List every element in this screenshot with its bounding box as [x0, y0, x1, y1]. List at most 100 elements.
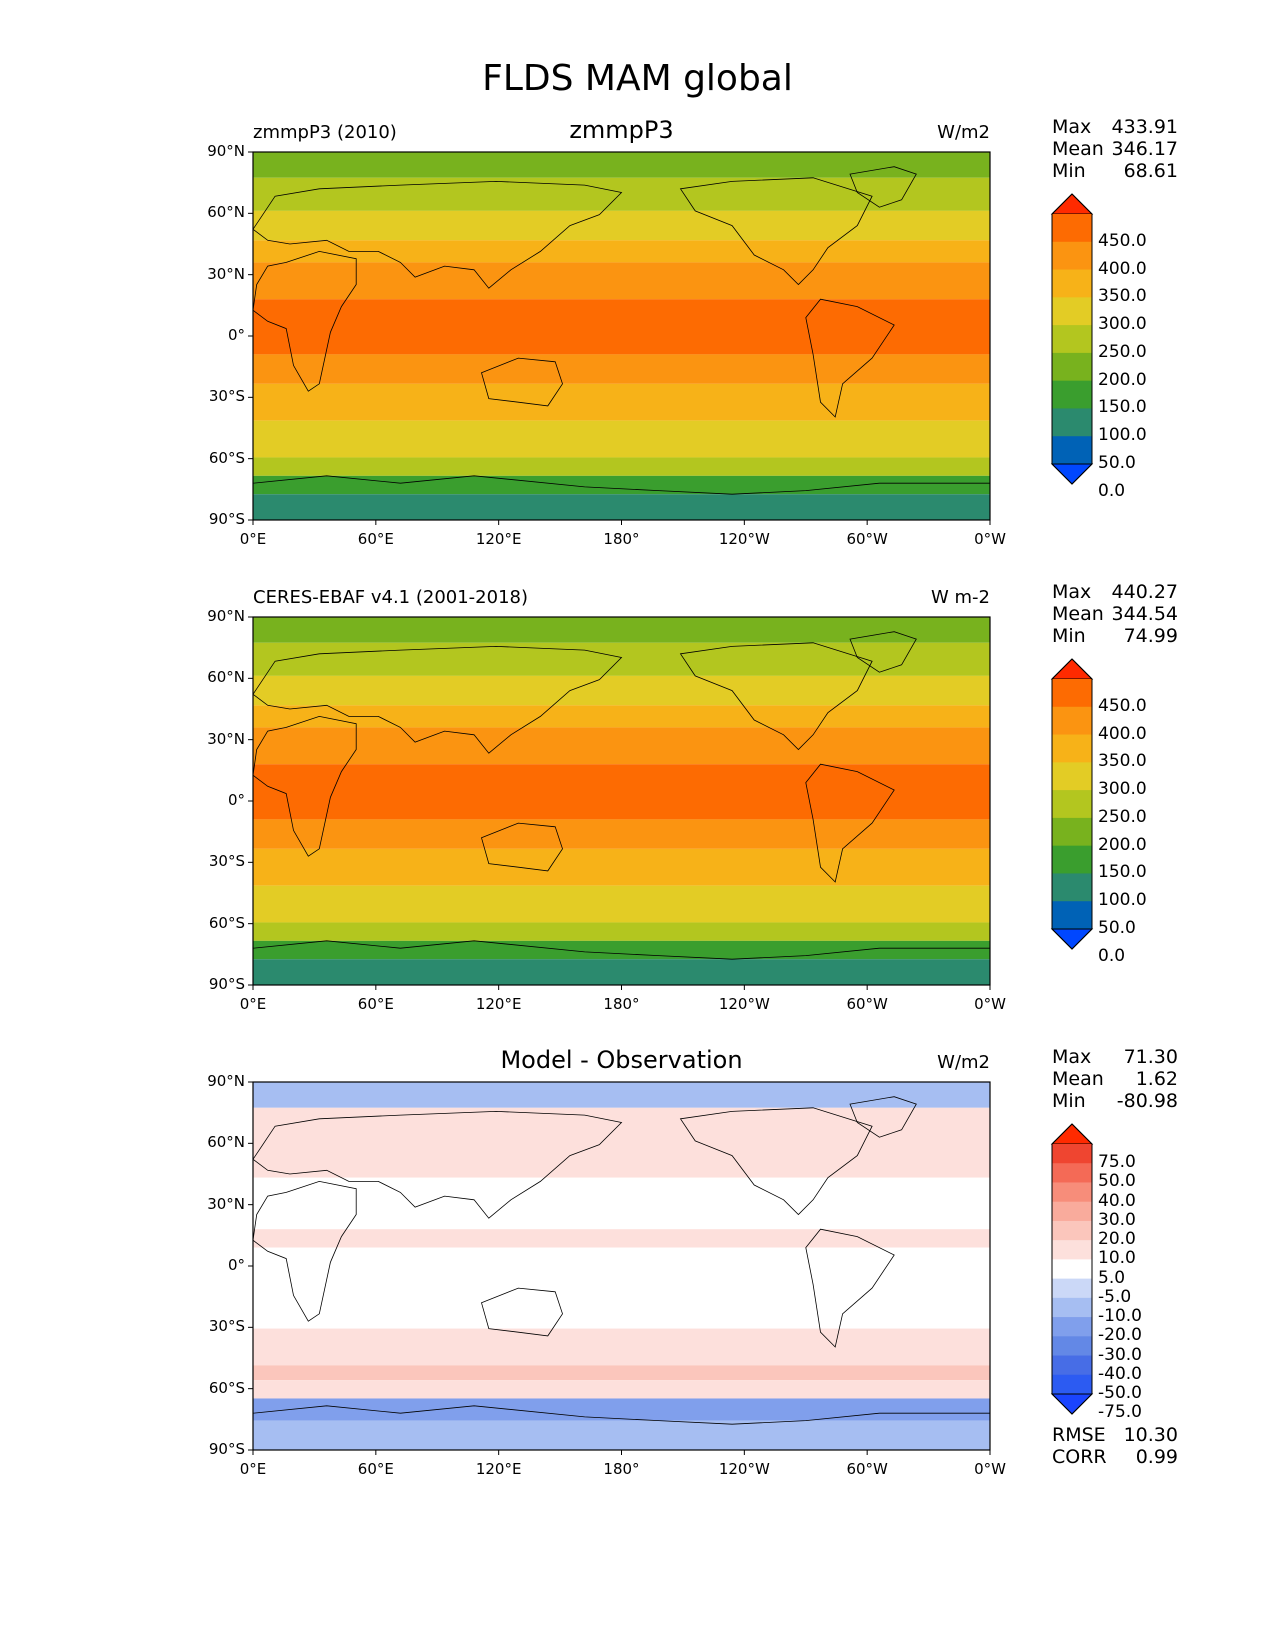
colorbar-segment [1052, 845, 1092, 874]
coastline [679, 177, 873, 286]
colorbar-segment [1052, 1163, 1092, 1183]
colorbar-label: -50.0 [1098, 1383, 1142, 1403]
x-tick-label: 120°E [475, 995, 522, 1013]
colorbar-segment [1052, 762, 1092, 791]
contour-band [253, 240, 990, 263]
coastline [849, 166, 917, 208]
y-tick-label: 30°N [207, 1194, 245, 1213]
stat-value: 440.27 [1111, 581, 1178, 603]
stat-name: Max [1052, 116, 1092, 138]
colorbar-label: 30.0 [1098, 1209, 1136, 1230]
x-tick-label: 0°W [974, 1460, 1006, 1478]
colorbar-label: 100.0 [1098, 890, 1147, 911]
units-label: W m-2 [930, 587, 990, 608]
colorbar-segment [1052, 817, 1092, 847]
colorbar-label: 200.0 [1098, 834, 1147, 855]
coastline [481, 1287, 563, 1337]
x-tick-label: 120°E [475, 1460, 522, 1478]
colorbar-segment [1052, 297, 1092, 326]
coastline [849, 1096, 917, 1138]
contour-band [253, 727, 990, 765]
colorbar-segment [1052, 1144, 1092, 1164]
colorbar-segment [1052, 352, 1092, 382]
y-tick-label: 30°N [207, 729, 245, 748]
stat-name: Mean [1052, 138, 1104, 160]
coastline [252, 1405, 990, 1425]
coastline [679, 1107, 873, 1216]
colorbar-extend-bottom [1050, 463, 1094, 485]
x-tick-label: 60°W [846, 995, 888, 1013]
x-tick-label: 120°W [718, 530, 770, 548]
colorbar-label: 400.0 [1098, 723, 1147, 744]
panel-center-title: Model - Observation [500, 1046, 743, 1074]
colorbar-frame [1051, 1123, 1093, 1415]
stat-name: Min [1052, 1090, 1086, 1112]
stat-name: Mean [1052, 603, 1104, 625]
colorbar-label: 0.0 [1098, 945, 1126, 966]
contour-band [253, 177, 990, 211]
colorbar-label: 200.0 [1098, 369, 1147, 390]
colorbar-extend-top [1050, 193, 1094, 215]
y-tick-label: 60°N [207, 668, 245, 687]
x-tick-label: 180° [603, 530, 640, 548]
colorbar-segment [1052, 408, 1092, 437]
coastline [252, 715, 357, 857]
colorbar-segment [1052, 214, 1092, 243]
coastline [805, 1228, 895, 1348]
colorbar-extend-bottom [1050, 928, 1094, 950]
colorbar-extend-bottom [1050, 1393, 1094, 1415]
colorbar-label: -10.0 [1098, 1306, 1142, 1327]
panel-left-label: CERES-EBAF v4.1 (2001-2018) [253, 587, 529, 608]
contour-band [253, 705, 990, 728]
coastline [481, 822, 563, 872]
x-tick-label: 60°E [357, 995, 394, 1013]
colorbar-segment [1052, 706, 1092, 736]
colorbar-label: -20.0 [1098, 1325, 1142, 1346]
y-tick-label: 60°S [208, 913, 245, 932]
colorbar-segment [1052, 241, 1092, 271]
y-tick-label: 0° [227, 1256, 245, 1274]
contour-band [253, 354, 990, 384]
colorbar-segment [1052, 1297, 1092, 1318]
x-tick-label: 0°E [239, 995, 267, 1013]
colorbar-label: 450.0 [1098, 695, 1147, 716]
colorbar-label: 50.0 [1098, 918, 1136, 938]
contour-band [253, 940, 990, 960]
colorbar-segment [1052, 679, 1092, 708]
stat-value: 68.61 [1123, 160, 1178, 182]
contour-band [253, 1082, 990, 1108]
coastline [252, 645, 623, 754]
y-tick-label: 60°N [207, 1133, 245, 1152]
colorbar-label: -75.0 [1098, 1402, 1142, 1423]
contour-band [253, 1398, 990, 1421]
stat-name: Min [1052, 625, 1086, 647]
contour-band [253, 617, 990, 643]
y-tick-label: 90°N [207, 1072, 245, 1090]
contour-band [253, 819, 990, 849]
contour-band [253, 1177, 990, 1230]
colorbar-label: 5.0 [1098, 1267, 1126, 1288]
colorbar-label: 150.0 [1098, 862, 1147, 883]
contour-band [253, 420, 990, 458]
colorbar-label: -5.0 [1098, 1286, 1132, 1307]
x-tick-label: 0°W [974, 995, 1006, 1013]
colorbar-label: 150.0 [1098, 397, 1147, 418]
colorbar-label: -30.0 [1098, 1344, 1142, 1365]
colorbar-label: 400.0 [1098, 258, 1147, 279]
colorbar-segment [1052, 1278, 1092, 1299]
colorbar-label: 450.0 [1098, 230, 1147, 251]
contour-band [253, 383, 990, 421]
figure-title: FLDS MAM global [482, 58, 793, 99]
colorbar-frame [1051, 658, 1093, 950]
colorbar-segment [1052, 1220, 1092, 1241]
stat-value: 433.91 [1111, 116, 1178, 138]
x-tick-label: 120°W [718, 1460, 770, 1478]
y-tick-label: 60°S [208, 448, 245, 467]
x-tick-label: 60°W [846, 1460, 888, 1478]
colorbar-label: 50.0 [1098, 453, 1136, 473]
colorbar-label: 250.0 [1098, 806, 1147, 827]
x-tick-label: 0°W [974, 530, 1006, 548]
colorbar-label: 20.0 [1098, 1229, 1136, 1250]
panel-center-title: zmmpP3 [569, 116, 674, 144]
coastline [481, 357, 563, 407]
